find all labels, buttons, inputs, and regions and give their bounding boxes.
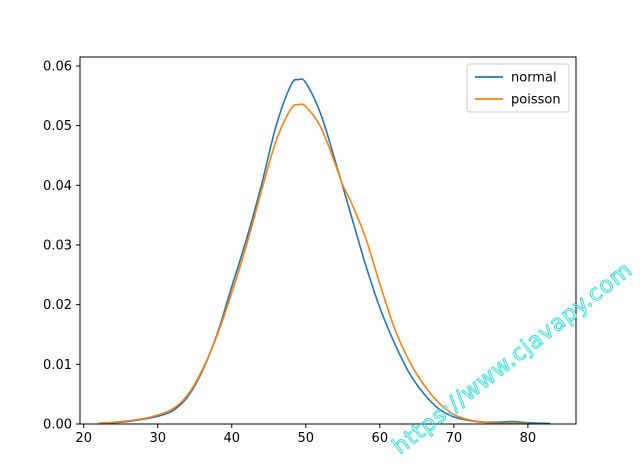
x-tick-label: 50 (298, 431, 315, 446)
watermark-text: https://www.cjavapy.com (388, 257, 637, 459)
y-tick-label: 0.01 (43, 358, 72, 373)
legend-label-normal: normal (511, 71, 557, 86)
y-tick-label: 0.00 (43, 418, 72, 433)
x-tick-label: 30 (149, 431, 166, 446)
y-tick-label: 0.05 (43, 119, 72, 134)
y-tick-label: 0.06 (43, 59, 72, 74)
y-tick-label: 0.02 (43, 298, 72, 313)
legend-label-poisson: poisson (511, 93, 561, 108)
legend-box (466, 63, 570, 113)
y-tick-label: 0.04 (43, 179, 72, 194)
x-axis: 20 30 40 50 60 70 80 (75, 424, 536, 446)
x-tick-label: 70 (446, 431, 463, 446)
y-tick-label: 0.03 (43, 238, 72, 253)
x-tick-label: 40 (223, 431, 240, 446)
axes-frame (79, 56, 577, 425)
y-axis: 0.00 0.01 0.02 0.03 0.04 0.05 0.06 (43, 59, 80, 433)
series-line-poisson (98, 103, 528, 425)
x-tick-label: 60 (372, 431, 389, 446)
x-tick-label: 20 (75, 431, 92, 446)
plot-lines (98, 78, 551, 425)
legend: normal poisson (466, 63, 570, 113)
x-tick-label: 80 (520, 431, 537, 446)
